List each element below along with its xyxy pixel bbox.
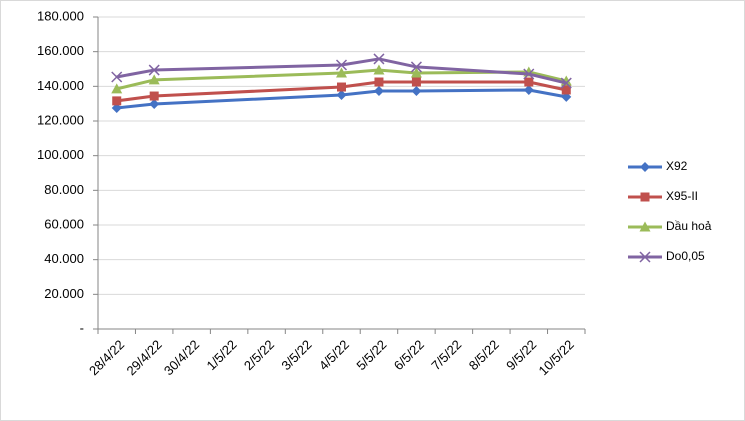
y-tick-label: 140.000 xyxy=(37,78,84,93)
y-tick-label: 180.000 xyxy=(37,8,84,23)
data-point xyxy=(523,68,535,80)
data-point xyxy=(561,85,571,95)
data-point xyxy=(111,83,123,94)
data-point xyxy=(337,82,346,92)
data-point xyxy=(336,67,347,78)
data-point xyxy=(149,91,159,101)
data-point xyxy=(524,77,534,87)
data-point xyxy=(523,84,534,95)
data-point xyxy=(373,86,384,97)
legend-label: Do0,05 xyxy=(666,249,705,263)
y-tick-label: 80.000 xyxy=(44,182,84,197)
y-tick-label: 120.000 xyxy=(37,112,84,127)
data-point xyxy=(411,86,422,97)
data-point xyxy=(410,61,422,73)
legend-label: X92 xyxy=(666,159,688,173)
data-point xyxy=(335,59,348,71)
y-tick-label: 160.000 xyxy=(37,43,84,58)
data-point xyxy=(411,77,421,87)
data-point xyxy=(148,64,160,76)
data-point xyxy=(373,53,385,65)
data-point xyxy=(112,96,122,106)
legend-marker xyxy=(640,162,650,172)
legend-marker xyxy=(640,192,650,202)
legend-label: X95-II xyxy=(666,189,698,203)
data-point xyxy=(336,90,347,100)
legend-label: Dầu hoả xyxy=(666,219,712,233)
legend-marker xyxy=(639,221,651,232)
legend-marker xyxy=(639,251,651,263)
data-point xyxy=(111,103,122,113)
y-tick-label: 40.000 xyxy=(44,251,84,266)
data-point xyxy=(410,67,422,78)
data-point xyxy=(373,64,385,75)
data-point xyxy=(374,77,384,87)
data-point xyxy=(560,77,572,89)
data-point xyxy=(149,99,160,110)
y-tick-label: 60.000 xyxy=(44,216,84,231)
y-tick-label: 100.000 xyxy=(37,147,84,162)
y-tick-label: - xyxy=(80,320,84,335)
data-point xyxy=(111,71,123,83)
data-point xyxy=(148,74,160,85)
y-tick-label: 20.000 xyxy=(44,286,84,301)
